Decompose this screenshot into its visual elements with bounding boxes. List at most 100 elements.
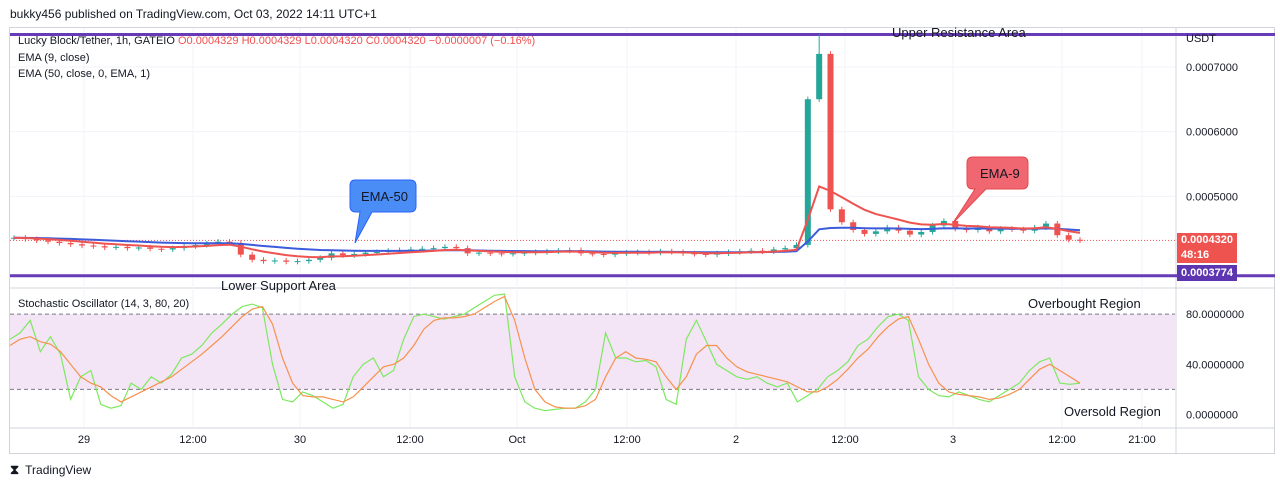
candle-body — [430, 248, 437, 250]
candle-body — [804, 99, 811, 245]
stoch-tick-label: 40.0000000 — [1186, 359, 1244, 371]
candle-body — [237, 242, 244, 255]
ema50-callout-bubble — [349, 179, 417, 244]
oversold-label: Oversold Region — [1064, 404, 1161, 419]
candle-body — [260, 259, 267, 262]
candle-body — [169, 248, 176, 250]
ema50-callout: EMA-50 — [349, 179, 417, 244]
legend-symbol-row: Lucky Block/Tether, 1h, GATEIO O0.000432… — [18, 35, 535, 47]
footer-branding: ⧗ TradingView — [10, 462, 91, 478]
candle-body — [373, 252, 380, 254]
candle-body — [147, 247, 154, 249]
footer-brand-text: TradingView — [25, 463, 92, 477]
candle-body — [317, 257, 324, 260]
ema50-callout-text: EMA-50 — [361, 189, 408, 204]
legend-stochastic: Stochastic Oscillator (14, 3, 80, 20) — [18, 298, 190, 310]
stochastic-pane — [9, 293, 1175, 412]
candle-body — [305, 259, 312, 262]
candle-body — [1042, 223, 1049, 228]
support-price-tag: 0.0003774 — [1177, 265, 1237, 281]
ema9-callout: EMA-9 — [952, 156, 1029, 224]
axes: 29 12:00 30 12:00 Oct 12:00 2 12:00 3 12:00 21:00 0… — [78, 62, 1244, 446]
candle-body — [101, 246, 108, 248]
time-tick-label: 29 — [78, 434, 90, 446]
ema9-callout-bubble — [952, 156, 1029, 224]
candle-body — [770, 249, 777, 252]
time-tick-label: 2 — [733, 434, 739, 446]
time-tick-label: 12:00 — [831, 434, 859, 446]
candle-body — [509, 253, 516, 255]
candle-body — [158, 248, 165, 250]
publisher-line: bukky456 published on TradingView.com, O… — [10, 7, 377, 21]
candle-body — [498, 253, 505, 255]
candle-body — [135, 247, 142, 249]
candle-body — [793, 244, 800, 249]
time-tick-label: 3 — [950, 434, 956, 446]
candle-body — [589, 253, 596, 255]
candle-body — [475, 252, 482, 254]
tradingview-logo-icon: ⧗ — [10, 462, 20, 477]
candle-body — [124, 246, 131, 249]
candle-body — [249, 254, 256, 260]
candle-body — [294, 261, 301, 263]
candle-body — [702, 253, 709, 255]
upper-resistance-label: Upper Resistance Area — [892, 25, 1026, 40]
candle-body — [453, 246, 460, 249]
candle-body — [1077, 239, 1083, 241]
candle-body — [487, 252, 494, 254]
price-tick-label: 0.0006000 — [1186, 127, 1238, 139]
candle-body — [79, 244, 86, 246]
candle-body — [816, 53, 823, 100]
candle-body — [600, 253, 607, 255]
candle-body — [56, 241, 63, 243]
candle-body — [838, 209, 845, 223]
ema9-callout-text: EMA-9 — [980, 166, 1020, 181]
price-axis-currency: USDT — [1186, 33, 1216, 45]
price-tick-label: 0.0007000 — [1186, 62, 1238, 74]
stoch-k-line — [9, 293, 1081, 412]
overbought-label: Overbought Region — [1028, 296, 1141, 311]
candle-body — [90, 245, 97, 247]
candle-body — [612, 253, 619, 255]
time-tick-label: 12:00 — [396, 434, 424, 446]
lower-support-label: Lower Support Area — [221, 278, 337, 293]
legend-ema50: EMA (50, close, 0, EMA, 1) — [18, 68, 151, 80]
candle-body — [362, 252, 369, 254]
candle-body — [33, 239, 40, 241]
candle-body — [67, 242, 74, 245]
candle-body — [45, 240, 52, 242]
candle-body — [351, 253, 358, 256]
candle-body — [271, 260, 278, 262]
candle-body — [1065, 235, 1072, 240]
legend-symbol: Lucky Block/Tether, 1h, GATEIO — [18, 35, 175, 47]
legend-ohlc: O0.0004329 H0.0004329 L0.0004320 C0.0004… — [177, 35, 536, 47]
legend-ema9: EMA (9, close) — [18, 52, 90, 64]
time-tick-label: 12:00 — [179, 434, 207, 446]
last-price-tag: 0.0004320 48:16 — [1177, 233, 1237, 263]
ema9-line — [13, 185, 1081, 259]
time-tick-label: Oct — [508, 434, 525, 446]
candle-body — [441, 246, 448, 249]
stoch-tick-label: 80.0000000 — [1186, 309, 1244, 321]
price-pane — [10, 32, 1275, 278]
candle-body — [691, 253, 698, 255]
stoch-tick-label: 0.0000000 — [1186, 409, 1238, 421]
time-tick-label: 21:00 — [1128, 434, 1156, 446]
last-price-value: 0.0004320 — [1181, 234, 1233, 246]
stoch-d-line — [9, 295, 1081, 409]
time-tick-label: 30 — [294, 434, 306, 446]
candle-body — [997, 228, 1004, 232]
chart-frame[interactable] — [9, 27, 1275, 454]
bar-countdown: 48:16 — [1181, 249, 1210, 261]
candle-body — [872, 231, 879, 234]
candle-body — [113, 246, 120, 248]
time-tick-label: 12:00 — [613, 434, 641, 446]
price-tick-label: 0.0005000 — [1186, 191, 1238, 203]
time-tick-label: 12:00 — [1048, 434, 1076, 446]
candle-body — [419, 248, 426, 250]
candle-body — [782, 248, 789, 250]
candle-body — [861, 230, 868, 234]
candle-body — [850, 222, 857, 231]
candle-body — [918, 231, 925, 235]
